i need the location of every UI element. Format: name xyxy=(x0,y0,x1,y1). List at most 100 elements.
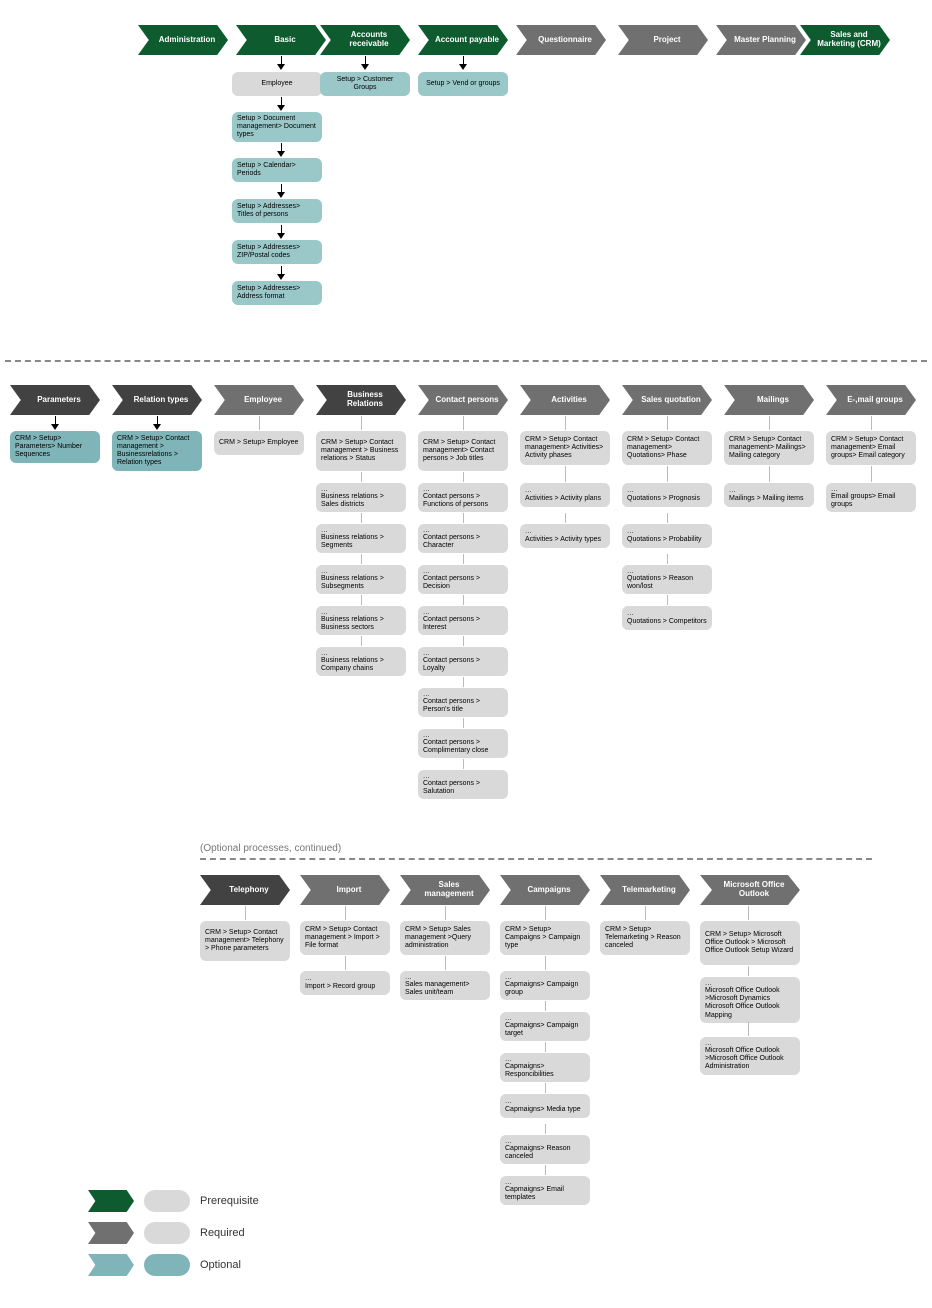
hdr-project: Project xyxy=(618,25,708,55)
legend-pill-icon xyxy=(144,1190,190,1212)
box-relation-types: CRM > Setup> Contact management > Busine… xyxy=(112,431,202,471)
box-cp-character: ...Contact persons > Character xyxy=(418,524,508,553)
connector xyxy=(748,906,749,920)
text: Business relations > Segments xyxy=(321,534,401,550)
arrow-icon xyxy=(276,184,286,198)
box-ol-setupwizard: CRM > Setup> Microsoft Office Outlook > … xyxy=(700,921,800,965)
box-br-sales-districts: ...Business relations > Sales districts xyxy=(316,483,406,512)
box-imp-fileformat: CRM > Setup> Contact management > Import… xyxy=(300,921,390,955)
box-ol-administration: ...Microsoft Office Outlook >Microsoft O… xyxy=(700,1037,800,1075)
text: Capmaigns> Responcibilities xyxy=(505,1063,585,1079)
connector xyxy=(463,759,464,769)
connector xyxy=(361,472,362,482)
box-sm-queryadmin: CRM > Setup> Sales management >Query adm… xyxy=(400,921,490,955)
hdr-sales-quotation: Sales quotation xyxy=(622,385,712,415)
text: Capmaigns> Campaign target xyxy=(505,1022,585,1038)
dashed-separator xyxy=(5,360,927,362)
hdr-basic: Basic xyxy=(236,25,326,55)
connector xyxy=(667,513,668,523)
text: Contact persons > Person's title xyxy=(423,698,503,714)
hdr-contact-persons: Contact persons xyxy=(418,385,508,415)
box-act-types: ...Activities > Activity types xyxy=(520,524,610,548)
connector xyxy=(871,466,872,482)
hdr-import: Import xyxy=(300,875,390,905)
box-cp-jobtitles: CRM > Setup> Contact management> Contact… xyxy=(418,431,508,471)
arrow-icon xyxy=(50,416,60,430)
text: Mailings > Mailing items xyxy=(729,495,809,503)
hdr-activities: Activities xyxy=(520,385,610,415)
arrow-icon xyxy=(276,56,286,70)
box-ar-customer-groups: Setup > Customer Groups xyxy=(320,72,410,96)
text: Contact persons > Decision xyxy=(423,575,503,591)
connector xyxy=(545,1083,546,1093)
connector xyxy=(245,906,246,920)
box-basic-document-types: Setup > Document management> Document ty… xyxy=(232,112,322,142)
text: Capmaigns> Reason canceled xyxy=(505,1145,585,1161)
box-act-phases: CRM > Setup> Contact management> Activit… xyxy=(520,431,610,465)
legend-chevron-icon xyxy=(88,1254,134,1276)
connector xyxy=(667,416,668,430)
connector xyxy=(545,1042,546,1052)
box-cmp-responsibilities: ...Capmaigns> Responcibilities xyxy=(500,1053,590,1082)
connector xyxy=(361,636,362,646)
box-basic-calendar-periods: Setup > Calendar> Periods xyxy=(232,158,322,182)
text: Contact persons > Functions of persons xyxy=(423,493,503,509)
hdr-email-groups: E-,mail groups xyxy=(826,385,916,415)
box-cp-interest: ...Contact persons > Interest xyxy=(418,606,508,635)
box-eg-category: CRM > Setup> Contact management> Email g… xyxy=(826,431,916,465)
box-cmp-mediatype: ...Capmaigns> Media type xyxy=(500,1094,590,1118)
box-sq-competitors: ...Quotations > Competitors xyxy=(622,606,712,630)
hdr-business-relations: Business Relations xyxy=(316,385,406,415)
text: Sales management> Sales unit/team xyxy=(405,981,485,997)
box-act-plans: ...Activities > Activity plans xyxy=(520,483,610,507)
legend-chevron-icon xyxy=(88,1190,134,1212)
legend-chevron-icon xyxy=(88,1222,134,1244)
box-br-segments: ...Business relations > Segments xyxy=(316,524,406,553)
optional-label: (Optional processes, continued) xyxy=(200,843,341,854)
connector xyxy=(345,956,346,970)
text: Quotations > Reason won/lost xyxy=(627,575,707,591)
box-br-company-chains: ...Business relations > Company chains xyxy=(316,647,406,676)
text: Business relations > Business sectors xyxy=(321,616,401,632)
arrow-icon xyxy=(152,416,162,430)
box-basic-employee: Employee xyxy=(232,72,322,96)
legend-label: Required xyxy=(200,1227,245,1239)
text: Quotations > Probability xyxy=(627,536,707,544)
hdr-telephony: Telephony xyxy=(200,875,290,905)
connector xyxy=(545,1165,546,1175)
text: Contact persons > Interest xyxy=(423,616,503,632)
arrow-icon xyxy=(276,225,286,239)
box-sq-prognosis: ...Quotations > Prognosis xyxy=(622,483,712,507)
arrow-icon xyxy=(276,266,286,280)
hdr-ms-outlook: Microsoft Office Outlook xyxy=(700,875,800,905)
hdr-sales-marketing-crm: Sales and Marketing (CRM) xyxy=(800,25,890,55)
connector xyxy=(463,416,464,430)
box-tm-reasoncanceled: CRM > Setup> Telemarketing > Reason canc… xyxy=(600,921,690,955)
box-cp-decision: ...Contact persons > Decision xyxy=(418,565,508,594)
hdr-account-payable: Account payable xyxy=(418,25,508,55)
connector xyxy=(361,554,362,564)
connector xyxy=(667,554,668,564)
text: Business relations > Company chains xyxy=(321,657,401,673)
connector xyxy=(361,416,362,430)
connector xyxy=(463,554,464,564)
hdr-sales-management: Sales management xyxy=(400,875,490,905)
connector xyxy=(463,718,464,728)
connector xyxy=(565,513,566,523)
text: Import > Record group xyxy=(305,983,385,991)
box-cmp-reasoncanceled: ...Capmaigns> Reason canceled xyxy=(500,1135,590,1164)
text: Business relations > Sales districts xyxy=(321,493,401,509)
connector xyxy=(545,1124,546,1134)
text: Contact persons > Salutation xyxy=(423,780,503,796)
arrow-icon xyxy=(458,56,468,70)
text: Capmaigns> Campaign group xyxy=(505,981,585,997)
text: Quotations > Competitors xyxy=(627,618,707,626)
connector xyxy=(545,906,546,920)
box-cp-complimentary-close: ...Contact persons > Complimentary close xyxy=(418,729,508,758)
text: Microsoft Office Outlook >Microsoft Offi… xyxy=(705,1047,795,1071)
text: Contact persons > Complimentary close xyxy=(423,739,503,755)
arrow-icon xyxy=(276,97,286,111)
box-basic-zip-codes: Setup > Addresses> ZIP/Postal codes xyxy=(232,240,322,264)
connector xyxy=(445,956,446,970)
connector xyxy=(463,513,464,523)
